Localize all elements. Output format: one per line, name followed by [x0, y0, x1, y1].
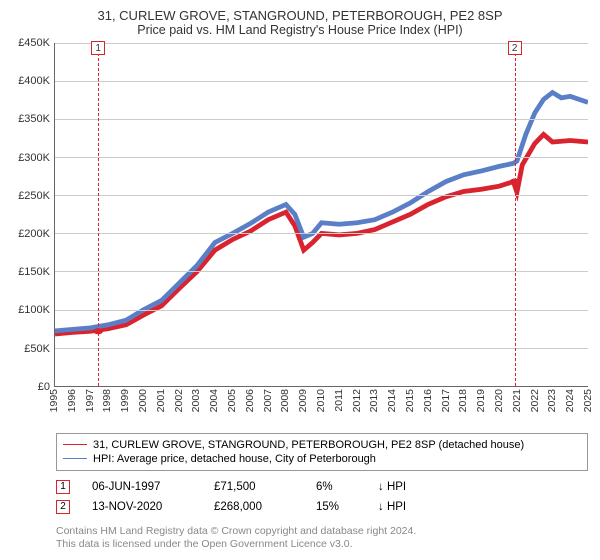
x-tick-label: 1998	[101, 389, 113, 412]
x-tick-label: 2007	[262, 389, 274, 412]
y-tick-label: £400K	[18, 75, 50, 87]
x-tick-label: 2008	[279, 389, 291, 412]
y-tick-label: £250K	[18, 190, 50, 202]
x-tick-label: 2014	[386, 389, 398, 412]
gridline	[55, 348, 588, 349]
legend-swatch	[63, 444, 87, 445]
legend-row: HPI: Average price, detached house, City…	[63, 452, 581, 466]
transaction-badge: 2	[56, 500, 70, 514]
y-tick-label: £300K	[18, 152, 50, 164]
x-tick-label: 1997	[84, 389, 96, 412]
transaction-direction: ↓ HPI	[378, 501, 406, 513]
x-tick-label: 2023	[546, 389, 558, 412]
x-tick-label: 2016	[422, 389, 434, 412]
x-tick-label: 2018	[457, 389, 469, 412]
x-tick-label: 2004	[208, 389, 220, 412]
x-tick-label: 2001	[155, 389, 167, 412]
gridline	[55, 310, 588, 311]
x-tick-label: 1999	[119, 389, 131, 412]
marker-badge: 1	[91, 41, 105, 55]
x-tick-label: 2010	[315, 389, 327, 412]
transaction-row: 1 06-JUN-1997 £71,500 6% ↓ HPI	[56, 477, 588, 497]
gridline	[55, 119, 588, 120]
gridline	[55, 81, 588, 82]
transaction-price: £268,000	[214, 501, 294, 513]
footnote: Contains HM Land Registry data © Crown c…	[56, 525, 588, 552]
y-tick-label: £150K	[18, 266, 50, 278]
x-tick-label: 2015	[404, 389, 416, 412]
series-line-hpi	[55, 93, 588, 331]
transaction-badge: 1	[56, 480, 70, 494]
gridline	[55, 233, 588, 234]
gridline	[55, 157, 588, 158]
x-tick-label: 2017	[440, 389, 452, 412]
transaction-direction: ↓ HPI	[378, 481, 406, 493]
plot-area: 12	[54, 43, 588, 387]
legend: 31, CURLEW GROVE, STANGROUND, PETERBOROU…	[56, 433, 588, 471]
marker-line	[98, 43, 99, 386]
gridline	[55, 271, 588, 272]
y-tick-label: £200K	[18, 228, 50, 240]
footnote-line: This data is licensed under the Open Gov…	[56, 538, 588, 552]
x-tick-label: 2021	[511, 389, 523, 412]
y-axis: £0£50K£100K£150K£200K£250K£300K£350K£400…	[12, 43, 54, 387]
line-series-svg	[55, 43, 588, 386]
marker-badge: 2	[508, 41, 522, 55]
footnote-line: Contains HM Land Registry data © Crown c…	[56, 525, 588, 539]
y-tick-label: £350K	[18, 113, 50, 125]
transaction-date: 06-JUN-1997	[92, 481, 192, 493]
x-tick-label: 2024	[564, 389, 576, 412]
y-tick-label: £50K	[24, 343, 50, 355]
chart-title: 31, CURLEW GROVE, STANGROUND, PETERBOROU…	[12, 8, 588, 23]
x-tick-label: 2006	[244, 389, 256, 412]
x-tick-label: 2025	[582, 389, 594, 412]
y-tick-label: £100K	[18, 304, 50, 316]
legend-label: HPI: Average price, detached house, City…	[93, 453, 376, 465]
x-tick-label: 1995	[48, 389, 60, 412]
transaction-rows: 1 06-JUN-1997 £71,500 6% ↓ HPI 2 13-NOV-2020 £2…	[56, 477, 588, 517]
transaction-pct: 6%	[316, 481, 356, 493]
x-tick-label: 2012	[351, 389, 363, 412]
x-tick-label: 1996	[66, 389, 78, 412]
marker-line	[515, 43, 516, 386]
legend-swatch	[63, 458, 87, 459]
x-tick-label: 2000	[137, 389, 149, 412]
x-tick-label: 2011	[333, 389, 345, 412]
x-tick-label: 2019	[475, 389, 487, 412]
transaction-row: 2 13-NOV-2020 £268,000 15% ↓ HPI	[56, 497, 588, 517]
x-axis: 1995199619971998199920002001200220032004…	[54, 387, 588, 431]
x-tick-label: 2003	[190, 389, 202, 412]
legend-label: 31, CURLEW GROVE, STANGROUND, PETERBOROU…	[93, 439, 524, 451]
transaction-pct: 15%	[316, 501, 356, 513]
transaction-date: 13-NOV-2020	[92, 501, 192, 513]
x-tick-label: 2005	[226, 389, 238, 412]
x-tick-label: 2009	[297, 389, 309, 412]
chart-subtitle: Price paid vs. HM Land Registry's House …	[12, 23, 588, 37]
y-tick-label: £450K	[18, 37, 50, 49]
x-tick-label: 2002	[173, 389, 185, 412]
gridline	[55, 195, 588, 196]
x-tick-label: 2020	[493, 389, 505, 412]
transaction-price: £71,500	[214, 481, 294, 493]
x-tick-label: 2013	[368, 389, 380, 412]
x-tick-label: 2022	[529, 389, 541, 412]
chart-area: £0£50K£100K£150K£200K£250K£300K£350K£400…	[12, 43, 588, 387]
legend-row: 31, CURLEW GROVE, STANGROUND, PETERBOROU…	[63, 438, 581, 452]
